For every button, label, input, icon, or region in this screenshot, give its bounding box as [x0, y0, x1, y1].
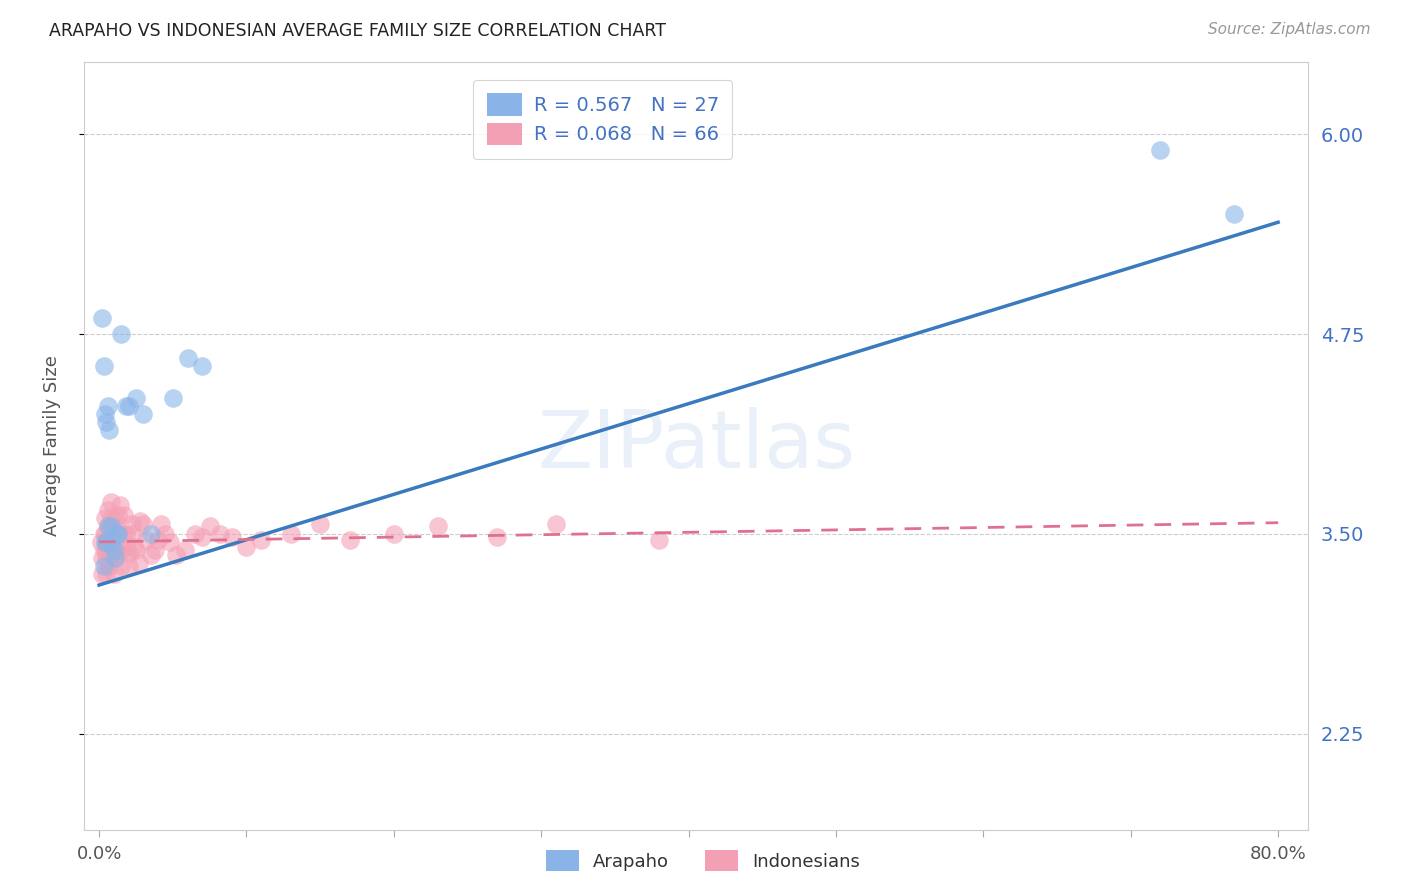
Point	[96, 566, 118, 581]
Point	[112, 508, 135, 522]
Point	[117, 399, 139, 413]
Point	[162, 391, 184, 405]
Point	[280, 527, 302, 541]
Point	[382, 527, 405, 541]
Point	[93, 558, 115, 573]
Point	[108, 498, 131, 512]
Point	[139, 527, 162, 541]
Point	[96, 542, 118, 557]
Point	[98, 558, 121, 573]
Point	[100, 519, 122, 533]
Point	[97, 519, 120, 533]
Point	[97, 503, 120, 517]
Point	[110, 558, 132, 573]
Point	[96, 534, 118, 549]
Point	[114, 527, 136, 541]
Point	[91, 550, 114, 565]
Point	[124, 540, 146, 554]
Point	[117, 546, 139, 560]
Point	[93, 359, 115, 373]
Point	[97, 399, 120, 413]
Legend: Arapaho, Indonesians: Arapaho, Indonesians	[538, 843, 868, 879]
Point	[235, 540, 257, 554]
Point	[94, 534, 117, 549]
Point	[648, 533, 671, 548]
Point	[104, 511, 127, 525]
Point	[94, 527, 117, 541]
Point	[97, 519, 120, 533]
Point	[135, 533, 157, 548]
Point	[1149, 144, 1171, 158]
Point	[128, 556, 150, 570]
Point	[143, 542, 166, 557]
Point	[155, 527, 177, 541]
Point	[114, 540, 136, 554]
Point	[107, 508, 129, 522]
Point	[485, 530, 508, 544]
Point	[125, 542, 148, 557]
Point	[90, 534, 112, 549]
Point	[1223, 207, 1246, 221]
Point	[93, 527, 115, 541]
Point	[103, 542, 125, 557]
Y-axis label: Average Family Size: Average Family Size	[42, 356, 60, 536]
Point	[309, 517, 332, 532]
Point	[100, 511, 122, 525]
Point	[191, 359, 214, 373]
Point	[339, 533, 361, 548]
Point	[101, 519, 124, 533]
Text: Source: ZipAtlas.com: Source: ZipAtlas.com	[1208, 22, 1371, 37]
Point	[427, 519, 450, 533]
Point	[173, 542, 195, 557]
Point	[544, 517, 567, 532]
Point	[184, 527, 207, 541]
Point	[125, 391, 148, 405]
Point	[114, 399, 136, 413]
Text: ARAPAHO VS INDONESIAN AVERAGE FAMILY SIZE CORRELATION CHART: ARAPAHO VS INDONESIAN AVERAGE FAMILY SIZ…	[49, 22, 666, 40]
Point	[122, 527, 145, 541]
Point	[150, 517, 173, 532]
Point	[105, 527, 128, 541]
Point	[250, 533, 273, 548]
Point	[103, 550, 125, 565]
Point	[198, 519, 221, 533]
Point	[176, 351, 198, 365]
Point	[93, 542, 115, 557]
Point	[96, 415, 118, 429]
Point	[96, 550, 118, 565]
Point	[103, 566, 125, 581]
Point	[139, 548, 162, 562]
Point	[91, 566, 114, 581]
Point	[101, 534, 124, 549]
Point	[132, 517, 155, 532]
Point	[110, 327, 132, 342]
Point	[129, 514, 152, 528]
Point	[94, 511, 117, 525]
Point	[91, 311, 114, 326]
Point	[107, 524, 129, 538]
Point	[104, 550, 127, 565]
Legend: R = 0.567   N = 27, R = 0.068   N = 66: R = 0.567 N = 27, R = 0.068 N = 66	[474, 79, 733, 159]
Point	[165, 548, 187, 562]
Point	[208, 527, 231, 541]
Point	[100, 495, 122, 509]
Point	[191, 530, 214, 544]
Point	[221, 530, 243, 544]
Point	[105, 546, 128, 560]
Point	[101, 542, 124, 557]
Point	[98, 542, 121, 557]
Point	[146, 533, 169, 548]
Point	[117, 558, 139, 573]
Point	[98, 423, 121, 437]
Point	[159, 534, 181, 549]
Point	[110, 542, 132, 557]
Point	[132, 407, 155, 421]
Point	[105, 542, 128, 557]
Point	[111, 527, 134, 541]
Text: ZIPatlas: ZIPatlas	[537, 407, 855, 485]
Point	[107, 527, 129, 541]
Point	[121, 517, 143, 532]
Point	[104, 527, 127, 541]
Point	[94, 407, 117, 421]
